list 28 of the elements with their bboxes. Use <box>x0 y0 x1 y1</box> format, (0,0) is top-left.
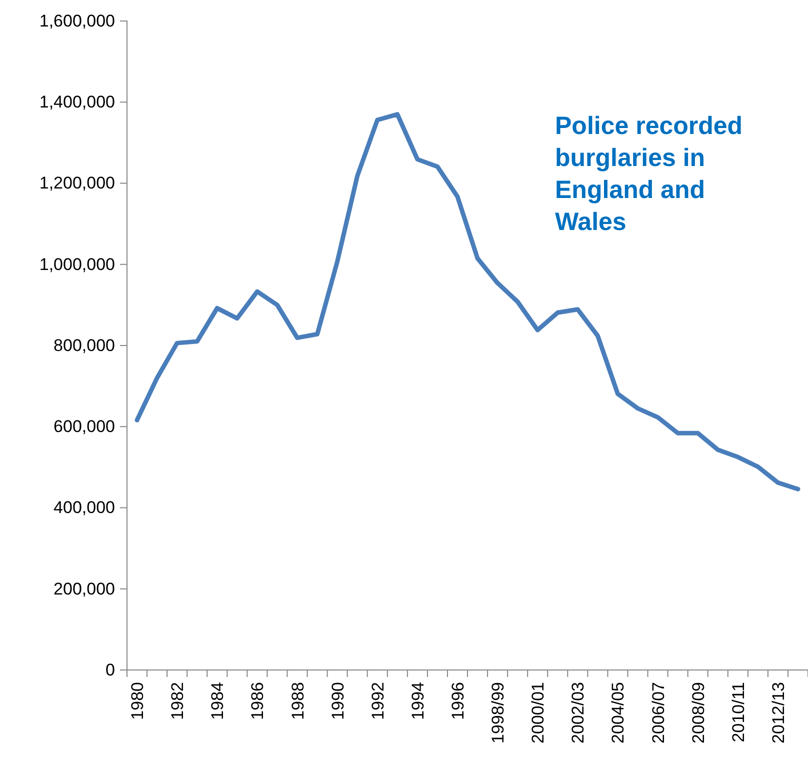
y-tick-label: 200,000 <box>54 579 115 598</box>
x-tick-label: 2004/05 <box>608 682 628 744</box>
x-tick-label: 1986 <box>248 682 268 720</box>
text: Police recorded burglaries in England and Wales <box>555 112 743 236</box>
y-tick-label: 1,600,000 <box>39 11 115 30</box>
x-tick-label: 2008/09 <box>688 682 708 744</box>
x-tick-label: 1982 <box>168 682 188 720</box>
x-tick-label: 2002/03 <box>568 682 588 744</box>
y-tick-label: 1,000,000 <box>39 254 115 274</box>
x-tick-label: 1998/99 <box>488 682 508 744</box>
x-tick-label: 2012/13 <box>768 682 788 744</box>
x-tick-label: 1988 <box>288 682 308 720</box>
x-tick-label: 1992 <box>368 682 388 720</box>
x-tick-label: 1994 <box>408 682 428 720</box>
x-tick-label: 2000/01 <box>528 682 548 744</box>
x-tick-label: 2010/11 <box>728 682 748 742</box>
y-tick-label: 1,200,000 <box>39 174 115 193</box>
y-tick-label: 0 <box>106 660 115 680</box>
line-series <box>134 112 800 492</box>
x-tick-label: 1984 <box>208 682 228 720</box>
x-tick-label: 1996 <box>448 682 468 720</box>
y-tick-label: 600,000 <box>54 417 115 436</box>
y-tick-label: 400,000 <box>54 498 115 518</box>
x-tick-label: 2006/07 <box>648 682 668 744</box>
x-tick-label: 1990 <box>328 682 348 720</box>
x-tick-label: 1980 <box>128 682 148 720</box>
y-tick-label: 800,000 <box>54 336 115 355</box>
y-tick-label: 1,400,000 <box>39 92 115 112</box>
